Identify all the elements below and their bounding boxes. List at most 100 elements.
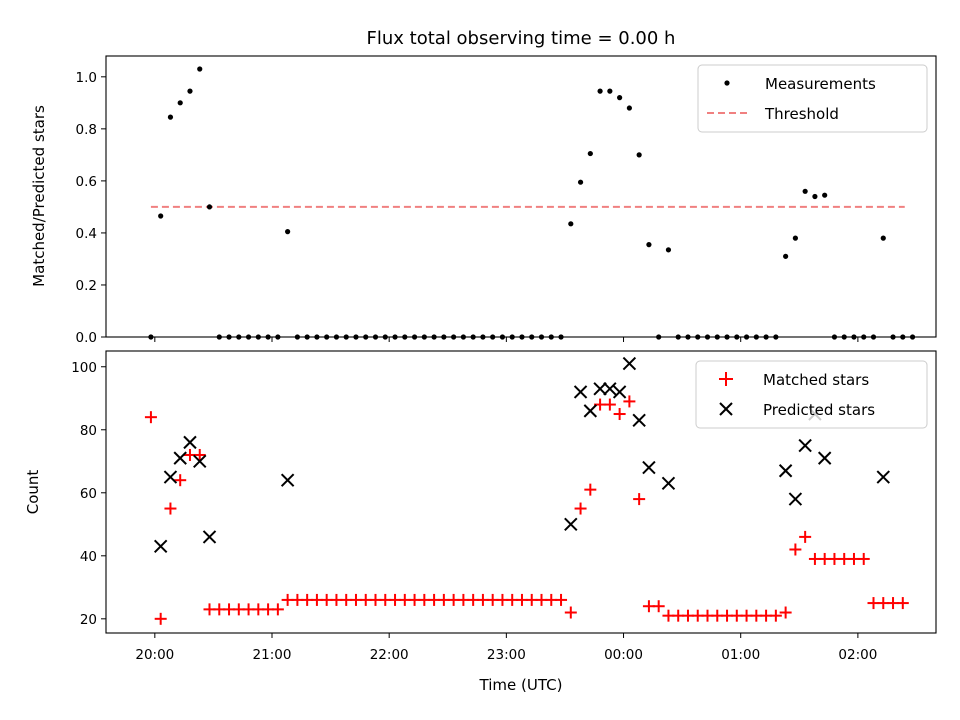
y-tick-label: 60 <box>80 486 97 502</box>
matched-star-point <box>154 612 167 625</box>
measurement-point <box>568 221 574 227</box>
x-tick-label: 02:00 <box>838 647 877 663</box>
top-axes-frame <box>105 55 937 338</box>
top-y-axis: 0.0 0.2 0.4 0.6 0.8 1.0 <box>76 70 106 346</box>
legend-label-measurements: Measurements <box>765 75 876 93</box>
predicted-star-point <box>583 404 598 418</box>
x-tick-label: 01:00 <box>721 647 760 663</box>
legend-marker-matched <box>719 372 733 386</box>
x-tick-label: 23:00 <box>487 647 526 663</box>
matched-star-point <box>789 543 802 556</box>
legend-label-predicted: Predicted stars <box>763 401 875 419</box>
matched-star-point <box>652 600 665 613</box>
measurement-point <box>206 204 213 210</box>
y-tick-label: 20 <box>80 612 97 628</box>
x-tick-label: 21:00 <box>253 647 292 663</box>
predicted-star-point <box>876 470 890 484</box>
predicted-star-point <box>564 517 578 532</box>
matched-star-point <box>555 593 568 606</box>
predicted-star-point <box>603 382 617 396</box>
matched-star-point <box>271 603 284 616</box>
measurement-point <box>587 150 593 157</box>
measurement-point <box>665 247 672 253</box>
bottom-axes-frame <box>105 350 937 634</box>
bottom-plot-area <box>144 356 909 625</box>
top-y-axis-label: Matched/Predicted stars <box>30 105 48 287</box>
measurement-point <box>597 88 603 94</box>
predicted-star-point <box>642 460 656 475</box>
y-tick-label: 0.6 <box>76 174 97 190</box>
legend-marker-predicted <box>719 402 733 416</box>
chart-title: Flux total observing time = 0.00 h <box>367 28 676 49</box>
matched-star-point <box>574 502 587 515</box>
bottom-panel: 20 40 60 80 100 20:00 21:00 22:00 23:00 00:00 01:… <box>24 350 937 694</box>
legend-marker-measurements <box>724 80 730 86</box>
x-tick-label: 20:00 <box>135 647 174 663</box>
y-tick-label: 0.0 <box>76 330 97 346</box>
y-tick-label: 0.8 <box>76 122 97 138</box>
measurement-point <box>285 229 291 235</box>
predicted-star-point <box>817 451 832 465</box>
x-tick-label: 22:00 <box>370 647 409 663</box>
measurement-point <box>783 253 789 259</box>
y-tick-label: 0.2 <box>76 278 97 294</box>
measurement-point <box>636 152 642 158</box>
bottom-y-axis-label: Count <box>24 470 42 515</box>
matched-star-point <box>193 448 206 461</box>
legend-label-matched: Matched stars <box>763 371 869 389</box>
matched-star-point <box>857 552 870 565</box>
matched-star-point <box>633 493 646 506</box>
predicted-star-point <box>280 473 295 487</box>
measurement-point <box>626 105 632 111</box>
predicted-star-point <box>593 382 607 396</box>
predicted-star-point <box>163 470 178 484</box>
predicted-star-point <box>632 413 646 428</box>
measurement-point <box>646 242 652 248</box>
predicted-star-point <box>788 492 803 506</box>
matched-star-point <box>779 606 792 619</box>
predicted-star-point <box>573 385 588 399</box>
measurement-point <box>177 100 183 106</box>
matched-star-point <box>623 395 636 408</box>
measurement-point <box>187 88 193 94</box>
y-tick-label: 1.0 <box>76 70 97 86</box>
measurement-point <box>822 192 828 198</box>
matched-star-point <box>896 597 909 610</box>
top-panel: Flux total observing time = 0.00 h 0.00.… <box>30 28 937 346</box>
matched-star-point <box>613 408 626 421</box>
matched-star-point <box>164 502 177 515</box>
measurement-point <box>607 88 613 94</box>
y-tick-label: 0.4 <box>76 226 97 242</box>
predicted-star-point <box>778 464 793 478</box>
measurement-point <box>792 235 798 241</box>
y-tick-label: 100 <box>71 360 97 376</box>
matched-star-point <box>584 483 597 496</box>
measurement-point <box>197 66 203 72</box>
measurement-point <box>158 213 164 219</box>
bottom-legend: Matched stars Predicted stars <box>695 360 928 429</box>
measurement-point <box>167 114 174 120</box>
measurement-point <box>617 95 623 101</box>
y-tick-label: 40 <box>80 549 97 565</box>
predicted-star-point <box>173 451 187 465</box>
matched-star-point <box>174 474 187 487</box>
predicted-star-point <box>193 454 207 468</box>
y-tick-label: 80 <box>80 423 97 439</box>
predicted-star-point <box>622 356 637 371</box>
predicted-star-point <box>612 385 627 399</box>
predicted-star-point <box>202 530 217 544</box>
bottom-legend-box <box>695 360 928 429</box>
measurement-point <box>880 235 886 241</box>
legend-label-threshold: Threshold <box>764 105 839 123</box>
predicted-star-point <box>661 476 676 491</box>
x-axis-label: Time (UTC) <box>479 676 563 694</box>
bottom-y-axis: 20 40 60 80 100 <box>71 360 106 628</box>
top-x-axis <box>154 337 859 342</box>
matched-star-point <box>144 411 157 424</box>
measurement-point <box>802 188 808 194</box>
predicted-star-point <box>153 539 168 554</box>
top-legend-box <box>697 64 928 133</box>
x-tick-label: 00:00 <box>604 647 643 663</box>
matched-star-point <box>769 609 782 622</box>
